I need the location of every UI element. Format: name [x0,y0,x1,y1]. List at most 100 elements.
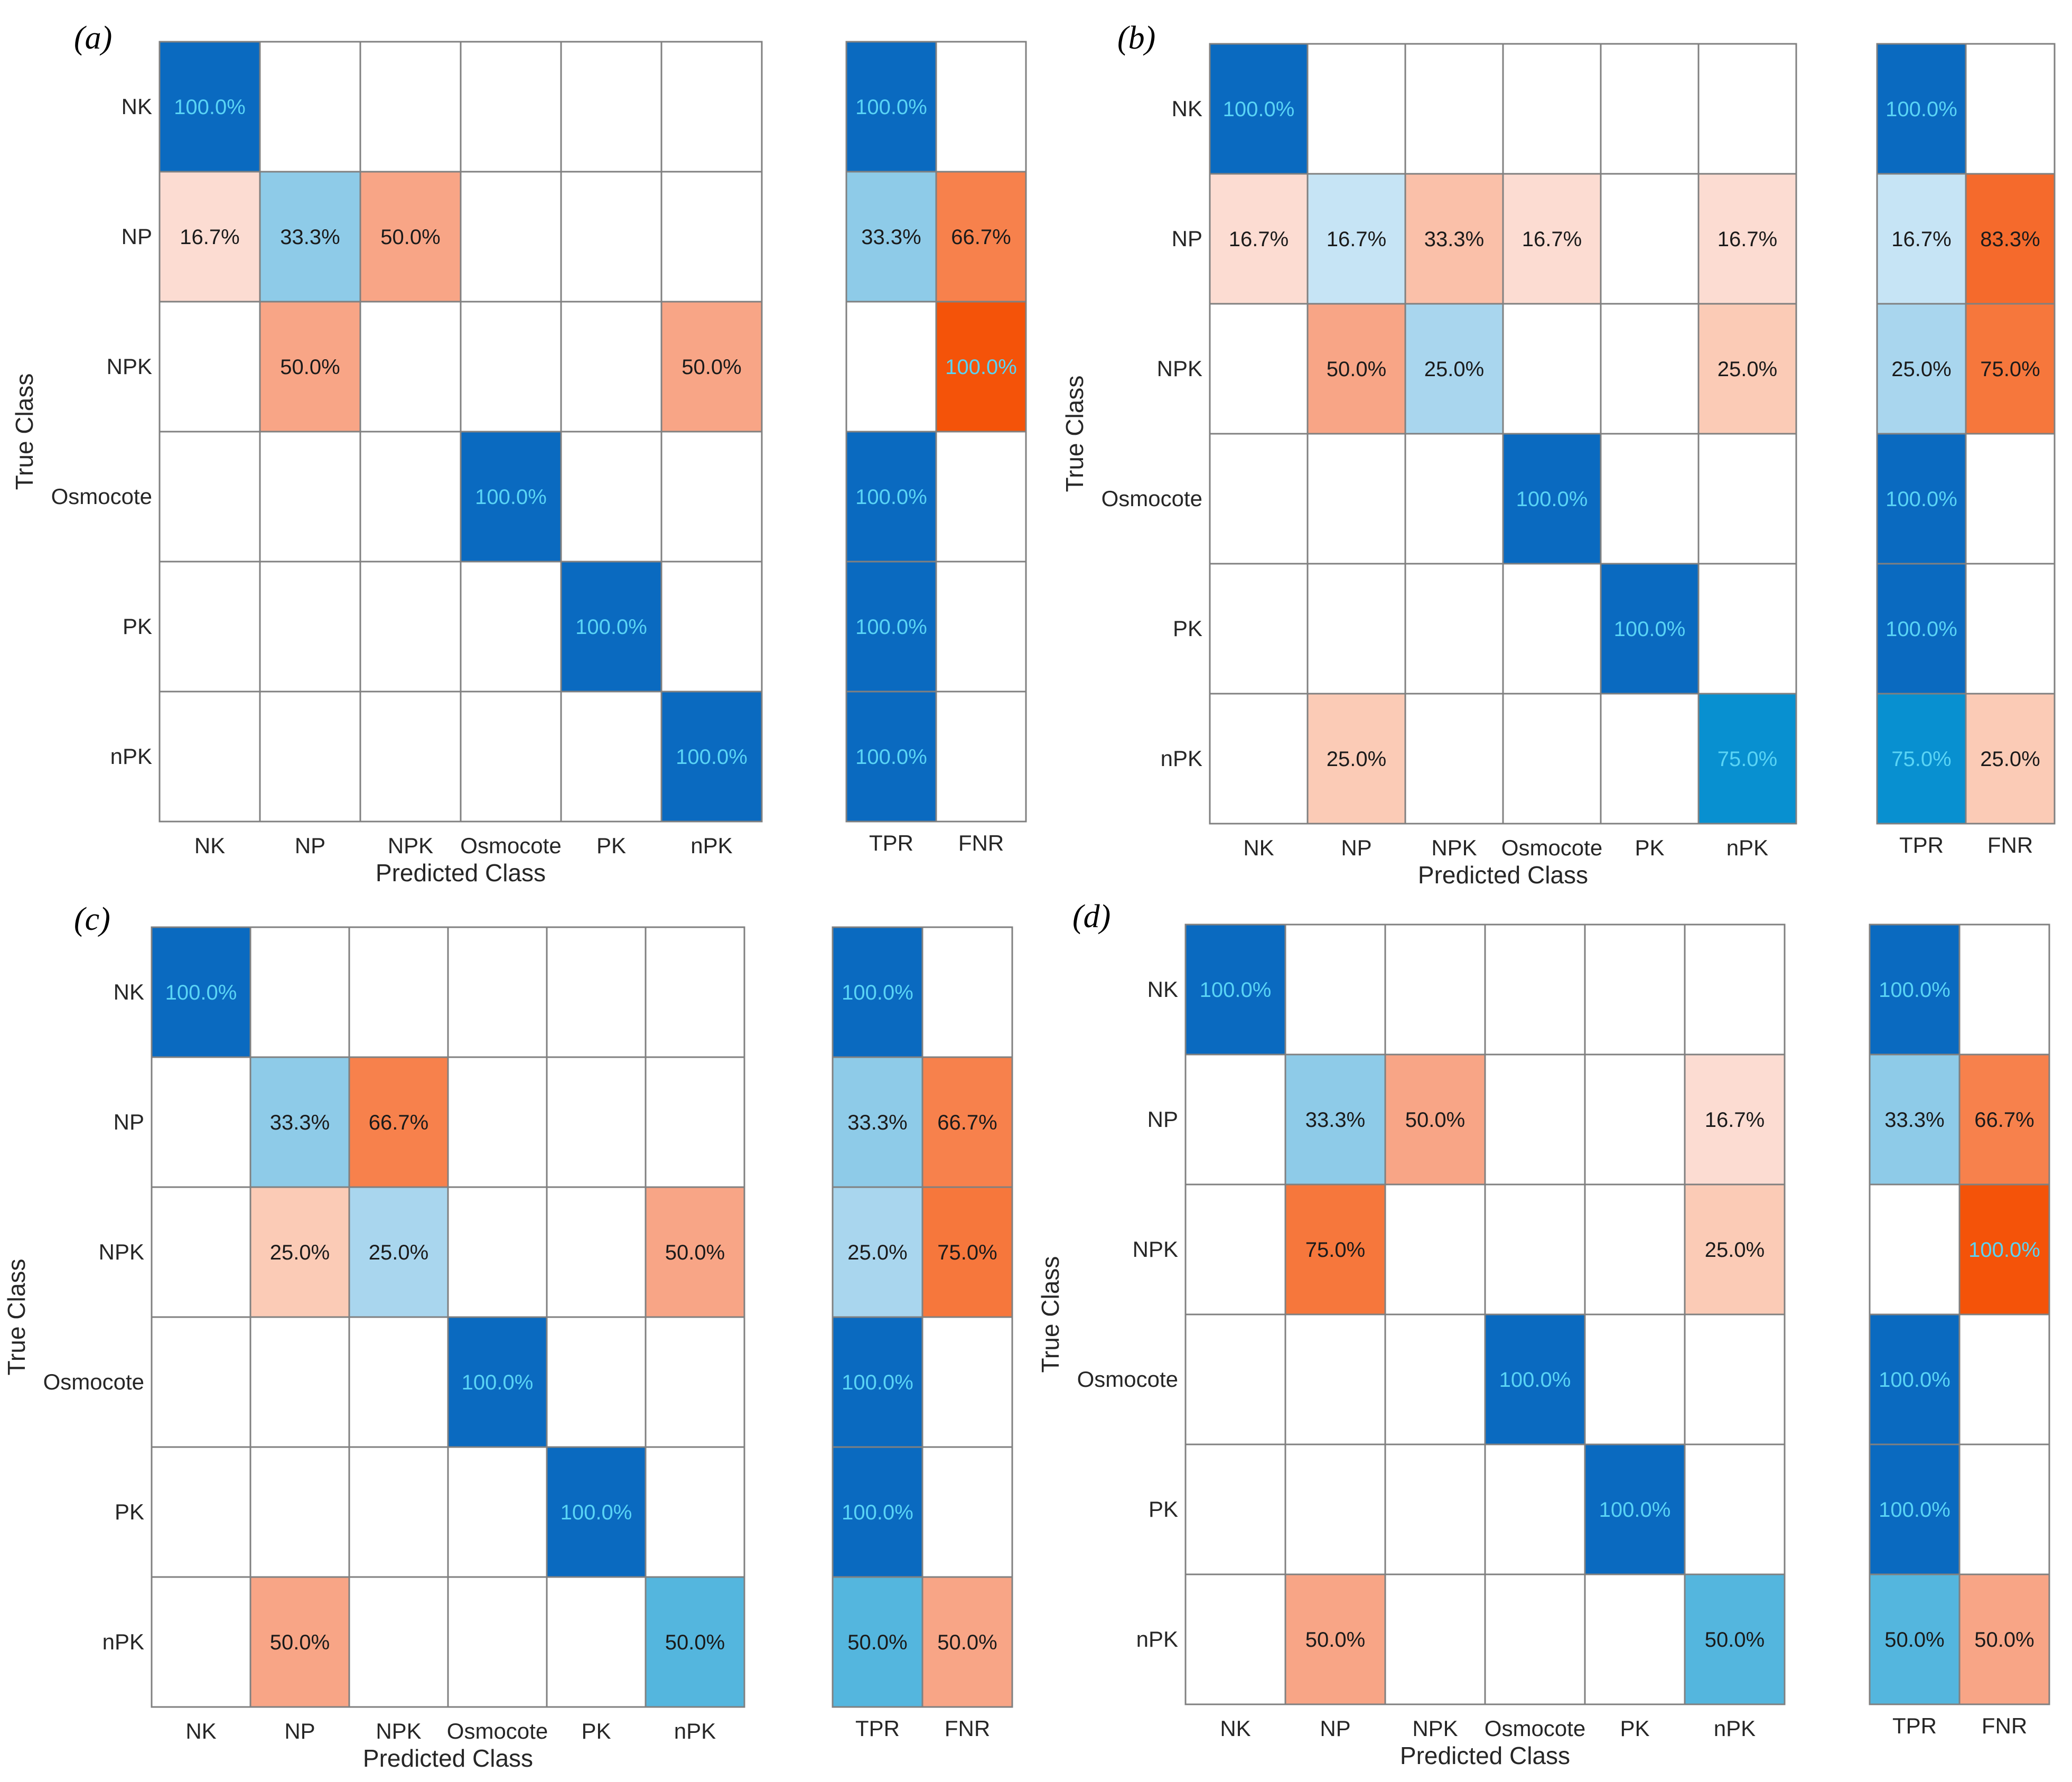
col-tick-label: NPK [388,833,433,858]
tpr-cell [832,1316,923,1448]
matrix-cell [546,1446,647,1578]
matrix-cell-label: 75.0% [1718,748,1777,771]
row-tick-label: NK [122,94,152,119]
matrix-cell [151,1576,251,1708]
matrix-cell [1684,1573,1786,1705]
matrix-cell [1697,43,1797,175]
matrix-cell [1484,1573,1586,1705]
matrix-cell [259,691,361,823]
x-axis-label: Predicted Class [1418,861,1588,889]
matrix-cell [359,171,462,303]
tpr-cell-label: 50.0% [1884,1628,1944,1652]
matrix-cell [151,1186,251,1318]
matrix-cell-label: 100.0% [462,1371,534,1394]
row-tick-label: nPK [110,744,152,769]
tpr-cell [1869,1573,1961,1705]
fnr-cell [921,1446,1013,1578]
matrix-cell [1384,1573,1486,1705]
matrix-cell [158,691,261,823]
matrix-cell [560,431,662,563]
matrix-cell [1209,173,1309,305]
matrix-cell [259,41,361,173]
matrix-cell [1684,923,1786,1056]
matrix-cell [447,926,548,1058]
fnr-cell-label: 50.0% [937,1631,997,1654]
tpr-cell-label: 100.0% [855,96,927,119]
row-tick-label: Osmocote [51,484,152,509]
fnr-cell [1958,1443,2050,1575]
fnr-cell-label: 66.7% [937,1111,997,1134]
row-tick-label: nPK [1161,746,1202,771]
y-axis-label: True Class [11,374,38,490]
summary-col-label: TPR [1892,1713,1937,1738]
row-tick-label: NPK [1133,1237,1178,1262]
matrix-cell [1284,923,1386,1056]
matrix-cell-label: 75.0% [1305,1238,1365,1262]
matrix-cell-label: 50.0% [280,356,340,379]
matrix-cell [1284,1313,1386,1445]
col-tick-label: PK [581,1719,611,1743]
matrix-cell-label: 16.7% [1327,228,1386,251]
matrix-cell [1697,693,1797,825]
matrix-cell [348,1446,449,1578]
matrix-cell-label: 33.3% [270,1111,330,1134]
fnr-cell [1958,1053,2050,1186]
tpr-cell-label: 33.3% [1884,1108,1944,1132]
matrix-cell [447,1316,548,1448]
matrix-cell-label: 50.0% [665,1631,725,1654]
matrix-cell [560,561,662,693]
matrix-cell [1184,1313,1286,1445]
fnr-cell-label: 100.0% [1968,1238,2040,1262]
y-axis-label: True Class [1061,376,1088,492]
y-axis-label: True Class [3,1259,30,1376]
fnr-cell [921,1576,1013,1708]
matrix-cell [158,431,261,563]
matrix-cell [660,301,763,433]
row-tick-label: NP [1147,1107,1178,1132]
col-tick-label: PK [1620,1716,1649,1741]
matrix-cell [359,691,462,823]
col-tick-label: NK [194,833,225,858]
matrix-cell [1184,1183,1286,1315]
tpr-cell-label: 100.0% [1879,1368,1950,1392]
matrix-cell [546,926,647,1058]
matrix-cell-label: 100.0% [174,96,246,119]
matrix-cell-label: 25.0% [1327,748,1386,771]
matrix-cell [560,691,662,823]
matrix-cell [158,41,261,173]
matrix-cell [660,561,763,693]
matrix-cell [447,1576,548,1708]
col-tick-label: NP [1320,1716,1350,1741]
tpr-cell-label: 100.0% [1886,488,1957,511]
matrix-cell [1284,1053,1386,1186]
tpr-cell-label: 16.7% [1891,228,1951,251]
tpr-cell-label: 100.0% [855,745,927,769]
row-tick-label: PK [115,1499,144,1524]
matrix-cell [546,1576,647,1708]
tpr-cell [832,1056,923,1188]
matrix-cell [158,171,261,303]
matrix-cell [1404,693,1504,825]
fnr-cell [935,691,1027,823]
x-axis-label: Predicted Class [376,859,546,887]
matrix-cell [660,691,763,823]
matrix-cell [1404,43,1504,175]
matrix-cell [359,431,462,563]
summary-col-label: FNR [958,831,1004,855]
row-tick-label: Osmocote [1102,486,1202,511]
matrix-cell-label: 50.0% [665,1241,725,1264]
summary-col-label: FNR [1982,1713,2027,1738]
matrix-cell [1306,303,1406,435]
matrix-cell [249,1316,350,1448]
matrix-cell [1184,1053,1286,1186]
fnr-cell [1965,43,2056,175]
matrix-cell [1384,1313,1486,1445]
tpr-cell-label: 100.0% [1879,978,1950,1002]
matrix-cell [1484,1053,1586,1186]
panel-a: (a) 100.0% 16.7% 33.3% 50.0% 50.0% 50.0% 100.0%… [11,20,1027,887]
fnr-cell [935,41,1027,173]
fnr-cell-label: 75.0% [937,1241,997,1264]
matrix-cell-label: 100.0% [676,745,748,769]
matrix-cell [1484,923,1586,1056]
